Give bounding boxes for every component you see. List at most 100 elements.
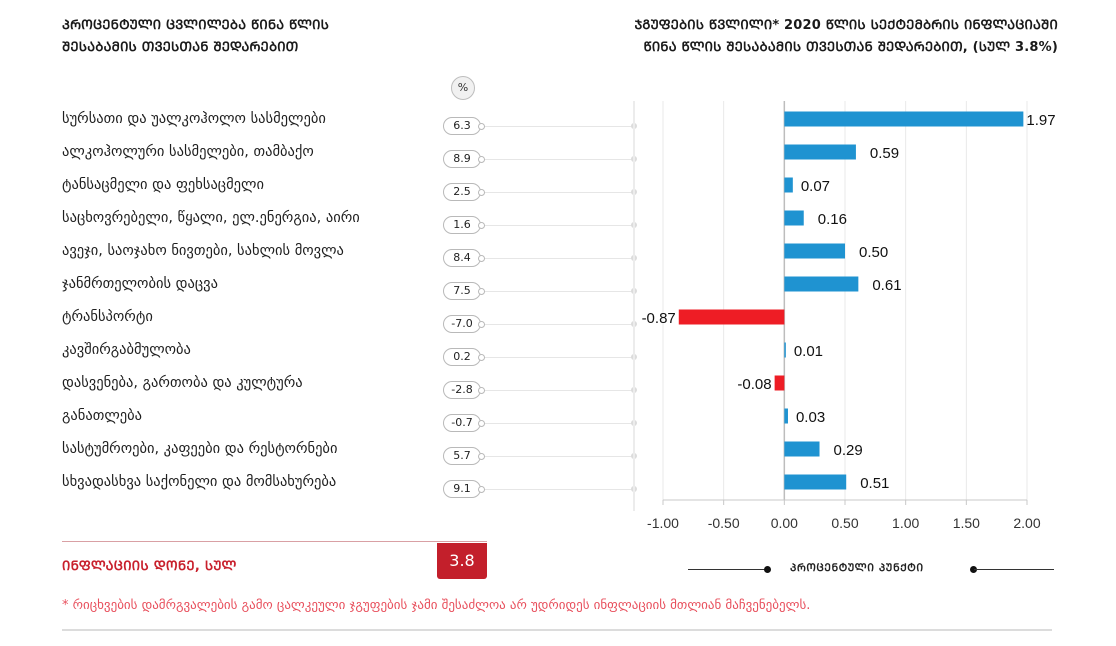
pill-handle-icon[interactable] (478, 255, 485, 262)
category-label: დასვენება, გართობა და კულტურა (62, 375, 303, 391)
pill-handle-icon[interactable] (478, 453, 485, 460)
bar[interactable] (678, 309, 785, 325)
bar[interactable] (784, 111, 1024, 127)
pill-handle-icon[interactable] (478, 486, 485, 493)
bar[interactable] (784, 441, 820, 457)
slider-track (485, 489, 634, 490)
bar[interactable] (784, 408, 788, 424)
category-label: კავშირგაბმულობა (62, 342, 191, 358)
bar[interactable] (784, 144, 856, 160)
slider-track (485, 126, 634, 127)
slider-track (485, 390, 634, 391)
footer-divider (62, 629, 1052, 631)
category-label: სხვადასხვა საქონელი და მომსახურება (62, 474, 337, 490)
pill-handle-icon[interactable] (478, 288, 485, 295)
pill-handle-icon[interactable] (478, 222, 485, 229)
bar[interactable] (784, 210, 804, 226)
bar-value-label: 0.59 (870, 145, 899, 162)
slider-track (485, 159, 634, 160)
slider-track (485, 357, 634, 358)
yoy-change-pill[interactable]: 2.5 (443, 183, 481, 201)
category-label: ტრანსპორტი (62, 309, 153, 325)
legend-line-right (974, 569, 1054, 570)
bar[interactable] (774, 375, 785, 391)
bar[interactable] (784, 474, 847, 490)
pill-handle-icon[interactable] (478, 387, 485, 394)
x-tick-label: 2.00 (1013, 515, 1040, 531)
summary-divider (62, 541, 487, 542)
bar-value-label: 0.16 (818, 211, 847, 228)
bar-value-label: 1.97 (1026, 112, 1055, 129)
x-tick-label: 0.00 (771, 515, 798, 531)
bar[interactable] (784, 276, 859, 292)
inflation-level-label: ᲘᲜᲤᲚᲐᲪᲘᲘᲡ ᲓᲝᲜᲔ, ᲡᲣᲚ (62, 559, 237, 574)
bar-value-label: 0.29 (834, 442, 863, 459)
slider-track (485, 258, 634, 259)
bar[interactable] (784, 177, 793, 193)
slider-track (485, 423, 634, 424)
contribution-bar-chart: 1.97 0.59 0.07 0.16 0.50 0.61 -0.87 0.01 -0.08 0.… (642, 101, 1056, 531)
bar-value-label: 0.01 (794, 343, 823, 360)
bar[interactable] (784, 342, 786, 358)
gridlines (662, 101, 1028, 500)
legend-line-left (688, 569, 768, 570)
left-panel-title: ᲞᲠᲝᲪᲔᲜᲢᲣᲚᲘ ᲪᲕᲚᲘᲚᲔᲑᲐ ᲬᲘᲜᲐ ᲬᲚᲘᲡ ᲨᲔᲡᲐᲑᲐᲛᲘᲡ … (62, 15, 442, 59)
value-labels: 1.97 0.59 0.07 0.16 0.50 0.61 -0.87 0.01 -0.08 0.… (642, 112, 1056, 492)
bar-value-label: -0.08 (737, 376, 771, 393)
left-title-line-1: ᲞᲠᲝᲪᲔᲜᲢᲣᲚᲘ ᲪᲕᲚᲘᲚᲔᲑᲐ ᲬᲘᲜᲐ ᲬᲚᲘᲡ (62, 18, 330, 33)
bar-value-label: -0.87 (642, 310, 676, 327)
category-label: საცხოვრებელი, წყალი, ელ.ენერგია, აირი (62, 210, 360, 226)
slider-track (485, 324, 634, 325)
category-label: ტანსაცმელი და ფეხსაცმელი (62, 177, 264, 193)
chart-title: ᲯᲒᲣᲤᲔᲑᲘᲡ ᲬᲕᲚᲘᲚᲘ* 2020 ᲬᲚᲘᲡ ᲡᲔᲥᲢᲔᲛᲑᲠᲘᲡ ᲘᲜ… (498, 15, 1058, 59)
x-axis: -1.00 -0.50 0.00 0.50 1.00 1.50 2.00 (647, 499, 1041, 531)
bar-value-label: 0.61 (872, 277, 901, 294)
x-tick-label: -0.50 (708, 515, 740, 531)
category-label: ჯანმრთელობის დაცვა (62, 276, 218, 292)
category-label: განათლება (62, 408, 143, 424)
slider-track (485, 225, 634, 226)
x-tick-label: 1.00 (892, 515, 919, 531)
category-label: სასტუმროები, კაფეები და რესტორნები (62, 441, 338, 457)
chart-title-line-1: ᲯᲒᲣᲤᲔᲑᲘᲡ ᲬᲕᲚᲘᲚᲘ* 2020 ᲬᲚᲘᲡ ᲡᲔᲥᲢᲔᲛᲑᲠᲘᲡ ᲘᲜ… (634, 18, 1058, 33)
chart-title-line-2: ᲬᲘᲜᲐ ᲬᲚᲘᲡ ᲨᲔᲡᲐᲑᲐᲛᲘᲡ ᲗᲕᲔᲡᲗᲐᲜ ᲨᲔᲓᲐᲠᲔᲑᲘᲗ, (… (643, 40, 1058, 55)
axis-unit-label: ᲞᲠᲝᲪᲔᲜᲢᲣᲚᲘ ᲞᲣᲜᲥᲢᲘ (790, 562, 924, 574)
inflation-level-value: 3.8 (437, 543, 487, 579)
yoy-change-pill[interactable]: -2.8 (443, 381, 481, 399)
slider-track (485, 192, 634, 193)
footnote: * რიცხვების დამრგვალების გამო ცალკეული ჯ… (62, 598, 811, 613)
yoy-change-pill[interactable]: 7.5 (443, 282, 481, 300)
yoy-change-pill[interactable]: -7.0 (443, 315, 481, 333)
x-tick-label: 1.50 (953, 515, 980, 531)
left-title-line-2: ᲨᲔᲡᲐᲑᲐᲛᲘᲡ ᲗᲕᲔᲡᲗᲐᲜ ᲨᲔᲓᲐᲠᲔᲑᲘᲗ (62, 40, 299, 55)
yoy-change-pill[interactable]: -0.7 (443, 414, 481, 432)
slider-track (485, 291, 634, 292)
bar-value-label: 0.51 (860, 475, 889, 492)
pill-handle-icon[interactable] (478, 156, 485, 163)
category-label: სურსათი და უალკოჰოლო სასმელები (62, 111, 326, 127)
yoy-change-pill[interactable]: 0.2 (443, 348, 481, 366)
pill-handle-icon[interactable] (478, 123, 485, 130)
x-tick-label: 0.50 (831, 515, 858, 531)
bar-value-label: 0.50 (859, 244, 888, 261)
pill-handle-icon[interactable] (478, 189, 485, 196)
legend-dot-right-icon (970, 566, 977, 573)
pill-handle-icon[interactable] (478, 420, 485, 427)
yoy-change-pill[interactable]: 5.7 (443, 447, 481, 465)
slider-track (485, 456, 634, 457)
bars (678, 111, 1024, 490)
yoy-change-pill[interactable]: 9.1 (443, 480, 481, 498)
pill-handle-icon[interactable] (478, 321, 485, 328)
legend-dot-left-icon (764, 566, 771, 573)
bar-value-label: 0.07 (801, 178, 830, 195)
yoy-change-pill[interactable]: 1.6 (443, 216, 481, 234)
pill-handle-icon[interactable] (478, 354, 485, 361)
x-tick-label: -1.00 (647, 515, 679, 531)
bar[interactable] (784, 243, 845, 259)
slider-vertical-track (633, 101, 635, 511)
category-label: ავეჯი, საოჯახო ნივთები, სახლის მოვლა (62, 243, 344, 259)
bar-value-label: 0.03 (796, 409, 825, 426)
category-label: ალკოჰოლური სასმელები, თამბაქო (62, 144, 314, 160)
yoy-change-pill[interactable]: 6.3 (443, 117, 481, 135)
percent-unit-badge: % (451, 76, 475, 100)
